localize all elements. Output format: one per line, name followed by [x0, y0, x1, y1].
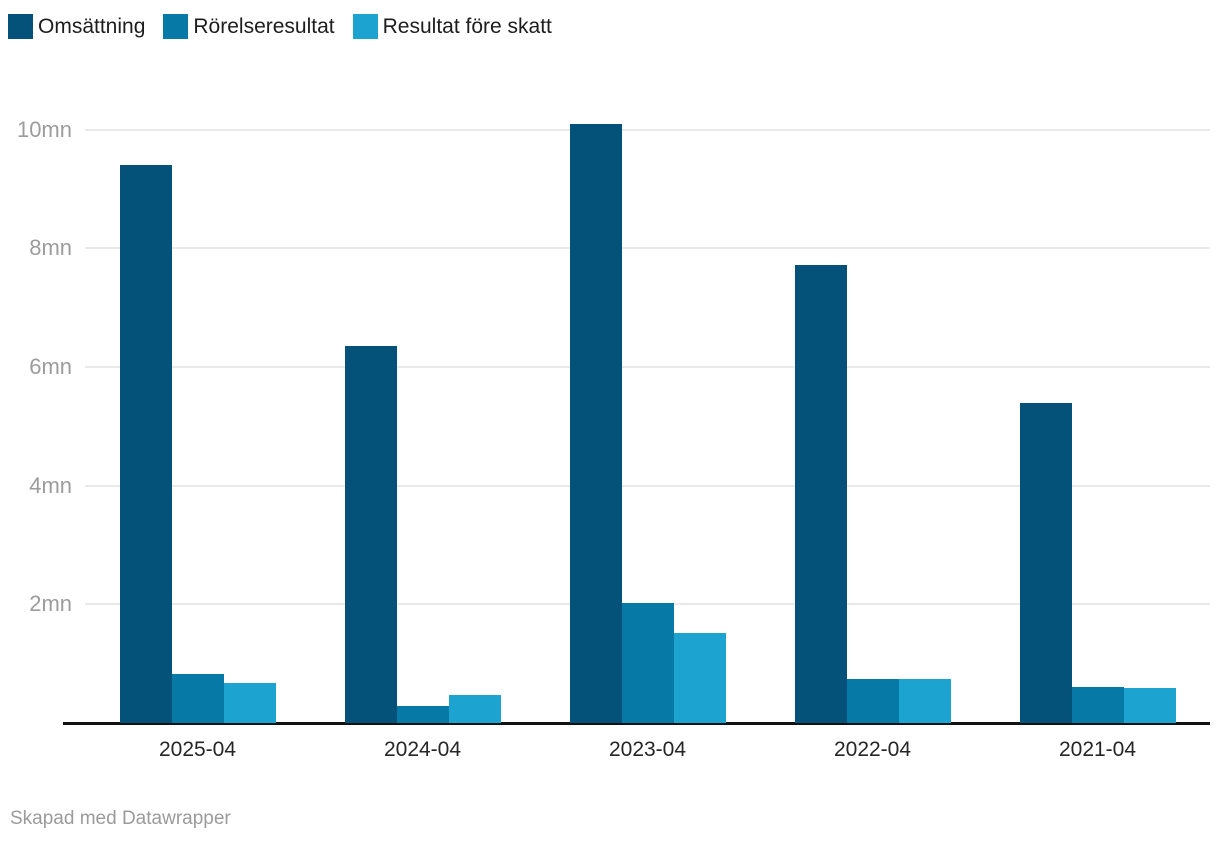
legend-swatch-icon — [163, 14, 189, 39]
bar-rorelseresultat-2024-04[interactable] — [396, 706, 449, 723]
legend-swatch-icon — [8, 14, 33, 39]
x-axis-label-2024-04: 2024-04 — [383, 738, 462, 761]
y-axis-label: 4mn — [29, 472, 72, 498]
legend-item-resultat-fore-skatt: Resultat före skatt — [352, 14, 552, 39]
bar-resultat-fore-skatt-2021-04[interactable] — [1123, 688, 1176, 723]
y-axis-label: 2mn — [29, 591, 72, 617]
gridline-10mn — [85, 128, 1210, 131]
plot-area: 2mn 4mn 6mn 8mn 10mn — [17, 100, 1210, 725]
y-axis-label: 10mn — [16, 116, 72, 142]
bar-rorelseresultat-2025-04[interactable] — [171, 674, 224, 723]
legend-label: Omsättning — [38, 15, 146, 38]
x-axis-line — [63, 722, 1210, 725]
bar-omsattning-2023-04[interactable] — [569, 123, 622, 723]
legend-item-omsattning: Omsättning — [8, 14, 145, 39]
x-axis-labels: 2025-04 2024-04 2023-04 2022-04 2021-04 — [85, 738, 1210, 768]
x-axis-label-2021-04: 2021-04 — [1058, 738, 1137, 761]
y-axis-label: 6mn — [29, 354, 72, 379]
x-axis-label-2025-04: 2025-04 — [158, 738, 237, 761]
bar-rorelseresultat-2021-04[interactable] — [1071, 686, 1124, 723]
bar-resultat-fore-skatt-2023-04[interactable] — [673, 632, 726, 723]
bar-resultat-fore-skatt-2022-04[interactable] — [898, 678, 951, 723]
gridline-8mn — [85, 247, 1210, 250]
legend-item-rorelseresultat: Rörelseresultat — [163, 14, 335, 39]
legend-swatch-icon — [352, 14, 378, 39]
legend-label: Resultat före skatt — [382, 15, 552, 38]
bar-rorelseresultat-2022-04[interactable] — [846, 679, 899, 723]
gridline-4mn — [85, 484, 1210, 487]
x-axis-label-2022-04: 2022-04 — [833, 738, 912, 761]
x-axis-label-2023-04: 2023-04 — [608, 738, 687, 761]
legend: Omsättning Rörelseresultat Resultat före s… — [8, 14, 552, 39]
datawrapper-attribution[interactable]: Skapad med Datawrapper — [10, 808, 231, 829]
bar-resultat-fore-skatt-2025-04[interactable] — [223, 683, 276, 723]
bar-resultat-fore-skatt-2024-04[interactable] — [448, 695, 501, 723]
bar-omsattning-2022-04[interactable] — [794, 264, 847, 723]
legend-label: Rörelseresultat — [193, 15, 335, 38]
bar-rorelseresultat-2023-04[interactable] — [621, 603, 674, 723]
y-axis-label: 8mn — [29, 235, 72, 261]
bar-omsattning-2021-04[interactable] — [1019, 402, 1072, 723]
bar-omsattning-2025-04[interactable] — [119, 165, 172, 723]
gridline-6mn — [85, 366, 1210, 368]
bar-omsattning-2024-04[interactable] — [344, 346, 397, 723]
